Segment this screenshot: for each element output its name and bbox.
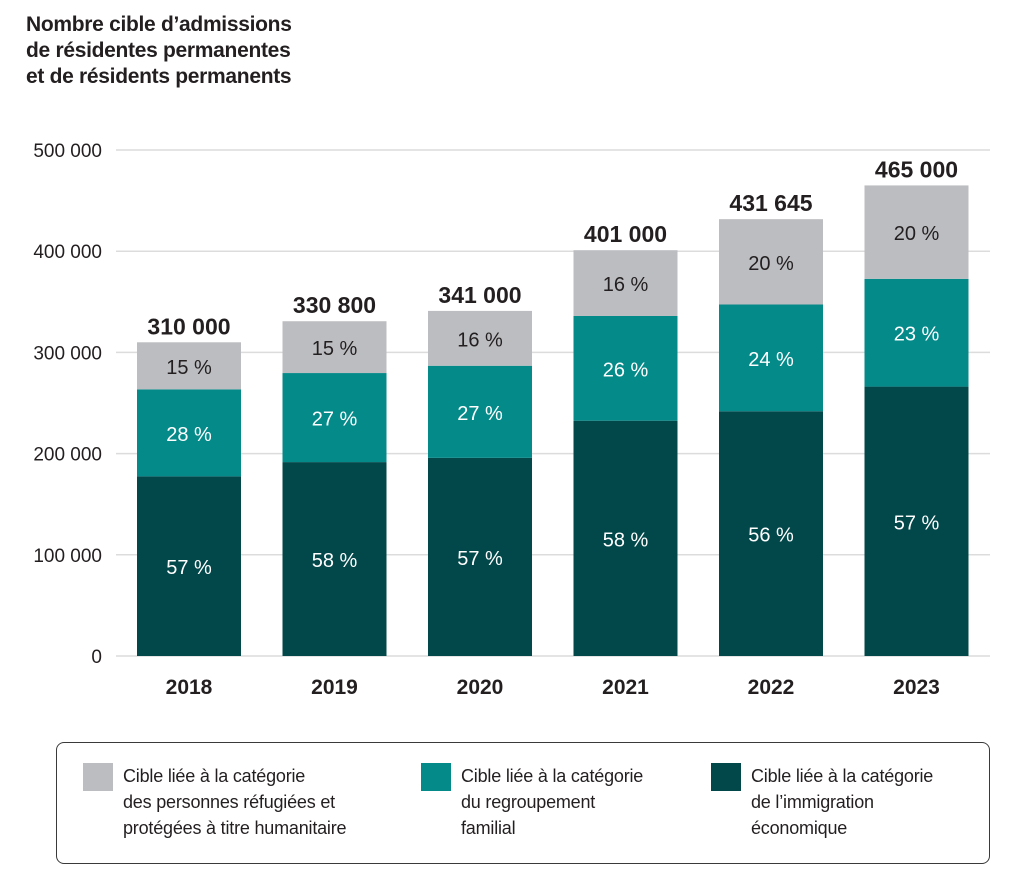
bar-segment	[719, 411, 823, 656]
total-label: 465 000	[875, 156, 958, 182]
segment-percent-label: 15 %	[166, 357, 212, 379]
legend-label: familial	[461, 818, 516, 838]
segment-percent-label: 57 %	[457, 548, 503, 570]
total-label: 310 000	[147, 313, 230, 339]
chart-title-line: Nombre cible d’admissions	[26, 13, 292, 36]
segment-percent-label: 20 %	[748, 253, 794, 275]
legend-item-refugees: Cible liée à la catégorie des personnes …	[83, 763, 347, 841]
bar-segment	[573, 250, 678, 316]
total-label: 330 800	[293, 292, 376, 318]
bar-segment	[428, 457, 532, 656]
bar-stack-2018: 57 % 28 % 15 % 310 000	[137, 313, 241, 656]
segment-percent-label: 20 %	[894, 223, 940, 245]
x-tick-label: 2019	[311, 676, 358, 699]
legend-swatch-refugees	[83, 763, 113, 791]
segment-percent-label: 26 %	[603, 359, 649, 381]
bar-segment	[864, 185, 969, 279]
bar-segment	[864, 386, 969, 656]
legend-label: protégées à titre humanitaire	[123, 818, 347, 838]
gridlines	[116, 149, 990, 657]
bar-segment	[137, 389, 241, 477]
legend-label: des personnes réfugiées et	[123, 792, 335, 812]
segment-percent-label: 57 %	[166, 557, 212, 579]
bar-stack-2019: 58 % 27 % 15 % 330 800	[282, 292, 387, 656]
legend: Cible liée à la catégorie des personnes …	[56, 742, 990, 864]
legend-label: Cible liée à la catégorie	[751, 766, 934, 786]
legend-label: de l’immigration	[751, 792, 874, 812]
segment-percent-label: 15 %	[312, 338, 358, 360]
y-tick-label: 200 000	[33, 445, 102, 466]
chart-title-line: de résidentes permanentes	[26, 39, 291, 62]
segment-percent-label: 24 %	[748, 349, 794, 371]
y-tick-label: 500 000	[33, 141, 102, 162]
segment-percent-label: 27 %	[457, 403, 503, 425]
x-tick-label: 2021	[602, 676, 649, 699]
legend-swatch-economic	[711, 763, 741, 791]
x-tick-label: 2018	[166, 676, 213, 699]
y-tick-label: 400 000	[33, 242, 102, 263]
bar-segment	[282, 321, 387, 374]
bar-segment	[282, 462, 387, 656]
total-label: 431 645	[729, 190, 812, 216]
segment-percent-label: 56 %	[748, 525, 794, 547]
bar-segment	[137, 476, 241, 656]
total-label: 341 000	[438, 282, 521, 308]
total-label: 401 000	[584, 221, 667, 247]
segment-percent-label: 16 %	[457, 329, 503, 351]
bar-segment	[719, 304, 823, 412]
segment-percent-label: 27 %	[312, 409, 358, 431]
stacked-bar-chart: 0 100 000 200 000 300 000 400 000 500 000 57 …	[33, 141, 990, 699]
legend-label: économique	[751, 818, 848, 838]
bar-segment	[573, 420, 678, 656]
segment-percent-label: 23 %	[894, 324, 940, 346]
bar-segment	[573, 315, 678, 421]
segment-percent-label: 28 %	[166, 424, 212, 446]
legend-item-family: Cible liée à la catégorie du regroupemen…	[421, 763, 643, 841]
bars: 57 % 28 % 15 % 310 000 58 % 27 % 15 % 330 800 57…	[137, 156, 969, 656]
legend-item-economic: Cible liée à la catégorie de l’immigrati…	[711, 763, 933, 841]
bar-segment	[137, 342, 241, 390]
segment-percent-label: 58 %	[603, 529, 649, 551]
y-axis-ticks: 0 100 000 200 000 300 000 400 000 500 000	[33, 141, 102, 668]
x-axis-ticks: 2018 2019 2020 2021 2022 2023	[166, 676, 940, 699]
legend-swatch-family	[421, 763, 451, 791]
segment-percent-label: 58 %	[312, 550, 358, 572]
x-tick-label: 2023	[893, 676, 940, 699]
segment-percent-label: 57 %	[894, 512, 940, 534]
chart-title-line: et de résidents permanents	[26, 65, 292, 88]
bar-stack-2023: 57 % 23 % 20 % 465 000	[864, 156, 969, 656]
bar-segment	[719, 219, 823, 305]
y-tick-label: 0	[91, 647, 102, 668]
bar-segment	[864, 278, 969, 387]
x-tick-label: 2022	[748, 676, 795, 699]
legend-label: Cible liée à la catégorie	[123, 766, 306, 786]
legend-label: du regroupement	[461, 792, 596, 812]
y-tick-label: 300 000	[33, 343, 102, 364]
segment-percent-label: 16 %	[603, 274, 649, 296]
bar-segment	[282, 373, 387, 463]
legend-label: Cible liée à la catégorie	[461, 766, 644, 786]
bar-stack-2022: 56 % 24 % 20 % 431 645	[719, 190, 823, 656]
bar-segment	[428, 365, 532, 458]
chart-title: Nombre cible d’admissions de résidentes …	[26, 12, 292, 90]
x-tick-label: 2020	[457, 676, 504, 699]
bar-segment	[428, 310, 532, 366]
y-tick-label: 100 000	[33, 546, 102, 567]
bar-stack-2021: 58 % 26 % 16 % 401 000	[573, 221, 678, 656]
bar-stack-2020: 57 % 27 % 16 % 341 000	[428, 282, 532, 656]
